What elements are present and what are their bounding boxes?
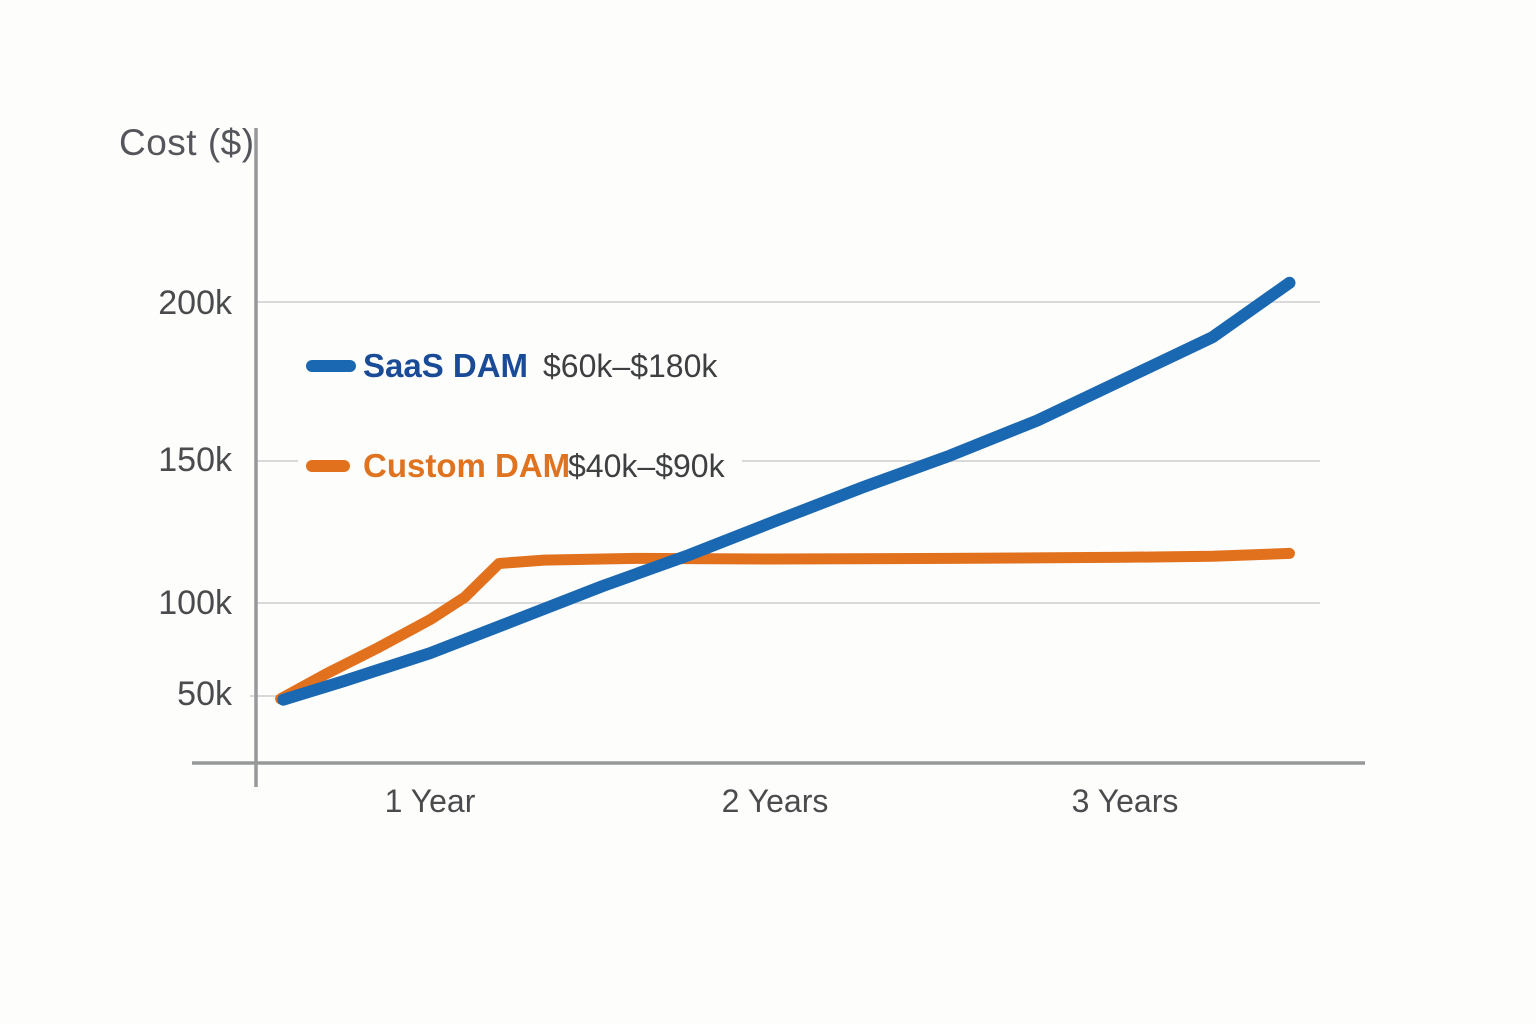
series-line-custom-dam (275, 547, 1295, 705)
saas-dam-swatch (306, 360, 356, 372)
y-tick-50k: 50k (177, 675, 232, 713)
x-tick-2-years: 2 Years (721, 783, 829, 819)
custom-dam-range: $40k–$90k (568, 448, 725, 484)
custom-dam-swatch (306, 460, 350, 472)
x-tick-3-years: 3 Years (1071, 783, 1179, 819)
y-tick-100k: 100k (158, 584, 232, 622)
y-axis-title: Cost ($) (119, 122, 255, 163)
legend-item-saas-dam: SaaS DAM $60k–$180k (306, 346, 717, 386)
y-tick-200k: 200k (158, 284, 232, 322)
y-tick-150k: 150k (158, 441, 232, 479)
series-line-saas-dam (277, 276, 1296, 706)
x-tick-1-year: 1 Year (384, 783, 476, 819)
saas-dam-range: $60k–$180k (543, 348, 718, 384)
saas-dam-label: SaaS DAM (363, 347, 529, 384)
custom-dam-label: Custom DAM (363, 447, 571, 484)
legend-item-custom-dam: Custom DAM $40k–$90k (306, 446, 725, 486)
